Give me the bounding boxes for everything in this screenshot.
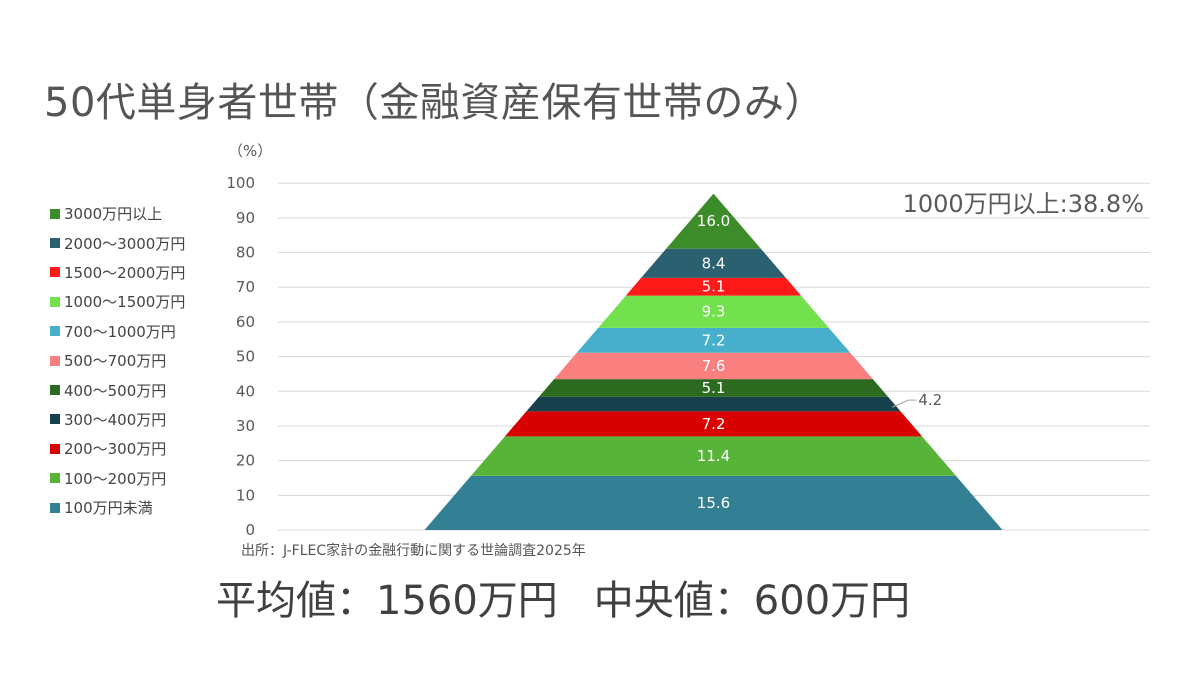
legend-swatch [50, 473, 60, 484]
segment-value-label: 5.1 [702, 379, 726, 397]
y-tick-label: 80 [236, 244, 255, 262]
legend-label: 200～300万円 [64, 440, 167, 459]
segment-value-label: 5.1 [702, 278, 726, 296]
segment-value-label: 11.4 [697, 447, 730, 465]
pyramid-segment [504, 411, 923, 437]
pyramid-chart: （%） 0 10 20 30 40 50 60 70 80 90 100 15.6 11.4 7.2 4.… [226, 142, 1150, 539]
legend-item: 1000～1500万円 [50, 287, 185, 316]
legend-label: 400～500万円 [64, 381, 167, 400]
y-tick-label: 50 [236, 348, 255, 366]
legend-item: 3000万円以上 [50, 199, 185, 228]
pyramid-segment [641, 248, 786, 278]
pyramid-segment [598, 295, 829, 328]
legend-swatch [50, 208, 60, 219]
y-axis-unit-label: （%） [228, 142, 272, 160]
legend-swatch [50, 326, 60, 337]
pyramid-segment [424, 475, 1003, 530]
legend-swatch [50, 267, 60, 278]
y-tick-label: 40 [236, 382, 255, 400]
segment-value-label: 16.0 [697, 212, 730, 230]
y-axis-ticks: 0 10 20 30 40 50 60 70 80 90 100 [226, 174, 255, 539]
legend-item: 100万円未満 [50, 493, 185, 522]
leader-line [892, 399, 917, 408]
pyramid-segment [666, 193, 761, 249]
legend-label: 100万円未満 [64, 499, 153, 518]
segment-value-label: 8.4 [702, 254, 726, 272]
legend-item: 2000～3000万円 [50, 228, 185, 257]
pyramid-segment [538, 379, 889, 397]
legend-item: 400～500万円 [50, 375, 185, 404]
median-value: 中央値：600万円 [593, 578, 911, 624]
pyramid-segment [470, 436, 957, 476]
pyramid-segment [554, 352, 873, 380]
segment-labels: 15.6 11.4 7.2 4.2 5.1 7.6 7.2 9.3 5.1 8.4 16.0 [697, 212, 942, 512]
legend-item: 300～400万円 [50, 405, 185, 434]
segment-value-label: 4.2 [918, 391, 942, 409]
y-tick-label: 70 [236, 278, 255, 296]
average-value: 平均値：1560万円 [216, 578, 558, 624]
y-tick-label: 20 [236, 452, 255, 470]
legend-swatch [50, 414, 60, 425]
y-tick-label: 100 [226, 174, 255, 192]
y-tick-label: 10 [236, 486, 255, 504]
legend: 3000万円以上 2000～3000万円 1500～2000万円 1000～1500万… [50, 199, 185, 522]
summary-stats: 平均値：1560万円 中央値：600万円 [216, 568, 910, 626]
legend-item: 700～1000万円 [50, 317, 185, 346]
legend-label: 500～700万円 [64, 352, 167, 371]
legend-label: 2000～3000万円 [64, 234, 186, 253]
legend-label: 3000万円以上 [64, 205, 163, 224]
callout-1000man-over: 1000万円以上:38.8% [903, 190, 1144, 218]
segment-value-label: 9.3 [702, 303, 726, 321]
legend-swatch [50, 502, 60, 513]
pyramid-segment [625, 277, 802, 296]
chart-title: 50代単身者世帯（金融資産保有世帯のみ） [44, 80, 825, 126]
source-note: 出所：J-FLEC家計の金融行動に関する世論調査2025年 [241, 543, 586, 559]
legend-swatch [50, 238, 60, 249]
legend-label: 300～400万円 [64, 410, 167, 429]
legend-label: 1000～1500万円 [64, 293, 186, 312]
legend-label: 1500～2000万円 [64, 263, 186, 282]
segment-value-label: 7.2 [702, 331, 726, 349]
segment-value-label: 7.6 [702, 357, 726, 375]
legend-item: 1500～2000万円 [50, 258, 185, 287]
y-tick-label: 60 [236, 313, 255, 331]
y-tick-label: 30 [236, 417, 255, 435]
pyramid-segment [526, 396, 901, 412]
segment-value-label: 15.6 [697, 494, 730, 512]
legend-swatch [50, 443, 60, 454]
legend-swatch [50, 385, 60, 396]
legend-label: 700～1000万円 [64, 322, 176, 341]
legend-swatch [50, 355, 60, 366]
legend-item: 200～300万円 [50, 434, 185, 463]
y-tick-label: 0 [245, 521, 255, 539]
segment-value-label: 7.2 [702, 415, 726, 433]
pyramid-segments [424, 193, 1003, 530]
legend-item: 100～200万円 [50, 464, 185, 493]
legend-swatch [50, 296, 60, 307]
y-tick-label: 90 [236, 209, 255, 227]
legend-item: 500～700万円 [50, 346, 185, 375]
legend-label: 100～200万円 [64, 469, 167, 488]
pyramid-segment [576, 327, 851, 353]
